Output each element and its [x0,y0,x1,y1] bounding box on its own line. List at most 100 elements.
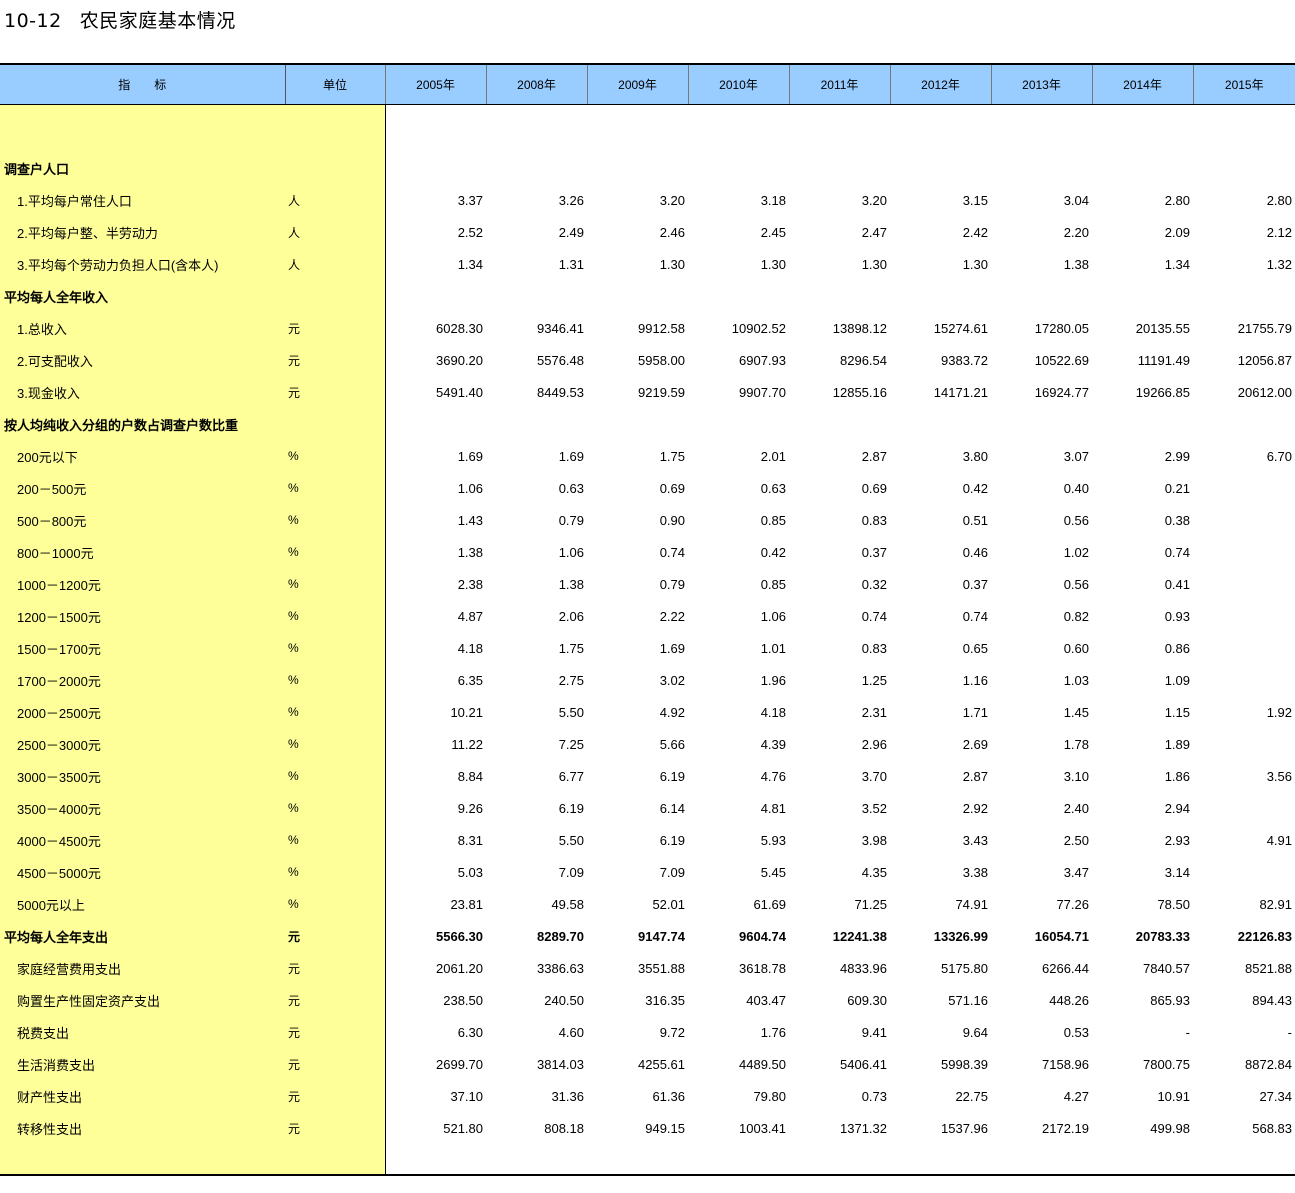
value-cell: 0.90 [659,512,685,528]
value-cell: 3.14 [1164,864,1190,880]
value-cell: 79.80 [753,1088,786,1104]
value-cell: 0.93 [1164,608,1190,624]
value-cell [688,408,789,440]
row-label: 1000－1200元 [0,568,285,600]
value-cell: 2.92 [962,800,988,816]
value-cell: 15274.61 [933,320,988,336]
row-label: 3.现金收入 [0,376,285,408]
table-row: 2.可支配收入元 3690.20 5576.48 5958.00 6907.93 8296… [0,344,1295,376]
row-label: 按人均纯收入分组的户数占调查户数比重 [0,408,285,440]
value-cell [587,152,688,184]
row-unit: % [285,568,386,600]
value-cell: 3.26 [558,192,584,208]
value-cell: 2.69 [962,736,988,752]
value-cell [890,280,991,312]
value-cell: 4.76 [760,768,786,784]
value-cell: 1.71 [962,704,988,720]
value-cell: 1.78 [1063,736,1089,752]
value-cell: 22.75 [955,1088,988,1104]
value-cell: 7.09 [659,864,685,880]
value-cell [1193,728,1295,760]
row-label: 调查户人口 [0,152,285,184]
value-cell: 1.76 [760,1024,786,1040]
value-cell: 1.69 [558,448,584,464]
value-cell: 5406.41 [840,1056,887,1072]
value-cell [1092,152,1193,184]
row-label: 800－1000元 [0,536,285,568]
value-cell: 6.77 [558,768,584,784]
value-cell: 0.56 [1063,576,1089,592]
value-cell: 0.83 [861,512,887,528]
table-row: 1.总收入元 6028.30 9346.41 9912.58 10902.52 13898… [0,312,1295,344]
value-cell: 2.42 [962,224,988,240]
value-cell: 7800.75 [1143,1056,1190,1072]
table-row: 4000－4500元% 8.31 5.50 6.19 5.93 3.98 3.43 2.50 2… [0,824,1295,856]
value-cell: 82.91 [1259,896,1292,912]
row-label: 2.平均每户整、半劳动力 [0,216,285,248]
value-cell: 6.30 [457,1024,483,1040]
row-label: 3.平均每个劳动力负担人口(含本人) [0,248,285,280]
value-cell [688,280,789,312]
value-cell [1193,856,1295,888]
value-cell [1193,408,1295,440]
value-cell: 3.43 [962,832,988,848]
table-row: 财产性支出元 37.10 31.36 61.36 79.80 0.73 22.75 4.27 1… [0,1080,1295,1112]
row-label: 转移性支出 [0,1112,285,1144]
table-row: 家庭经营费用支出元 2061.20 3386.63 3551.88 3618.78 483… [0,952,1295,984]
value-cell: 0.73 [861,1088,887,1104]
value-cell: 0.86 [1164,640,1190,656]
value-cell: 1.43 [457,512,483,528]
row-label: 3500－4000元 [0,792,285,824]
value-cell [1193,152,1295,184]
value-cell: 0.63 [760,480,786,496]
row-label: 购置生产性固定资产支出 [0,984,285,1016]
value-cell [991,280,1092,312]
value-cell: 0.46 [962,544,988,560]
value-cell: 2.46 [659,224,685,240]
value-cell: 2.45 [760,224,786,240]
value-cell: 0.79 [659,576,685,592]
value-cell: 6.19 [659,832,685,848]
value-cell: 2.06 [558,608,584,624]
value-cell: 0.82 [1063,608,1089,624]
value-cell: 3.07 [1063,448,1089,464]
value-cell [486,408,587,440]
value-cell: 61.69 [753,896,786,912]
value-cell: 4.27 [1063,1088,1089,1104]
value-cell: 1.69 [659,640,685,656]
value-cell: 71.25 [854,896,887,912]
value-cell: 1537.96 [941,1120,988,1136]
value-cell: 3.02 [659,672,685,688]
value-cell [1092,408,1193,440]
value-cell: 2.80 [1164,192,1190,208]
value-cell: 521.80 [443,1120,483,1136]
row-unit: 人 [285,248,386,280]
value-cell: 5.45 [760,864,786,880]
value-cell: 4.39 [760,736,786,752]
value-cell: 1.92 [1266,704,1292,720]
value-cell: 1.75 [659,448,685,464]
value-cell: 568.83 [1252,1120,1292,1136]
value-cell: 5958.00 [638,352,685,368]
value-cell: 9147.74 [638,928,685,944]
value-cell: 949.15 [645,1120,685,1136]
value-cell: 22126.83 [1237,928,1292,944]
value-cell: 9346.41 [537,320,584,336]
row-unit: 元 [285,920,386,952]
value-cell: 20612.00 [1237,384,1292,400]
value-cell: 1.69 [457,448,483,464]
header-year: 2005年 [384,63,486,105]
value-cell [385,408,486,440]
value-cell: 0.69 [659,480,685,496]
value-cell: 9.41 [861,1024,887,1040]
value-cell [688,152,789,184]
value-cell: 2.80 [1266,192,1292,208]
value-cell: 4.91 [1266,832,1292,848]
value-cell: 5998.39 [941,1056,988,1072]
value-cell [789,408,890,440]
row-label: 平均每人全年支出 [0,920,285,952]
header-year: 2008年 [485,63,587,105]
value-cell: 238.50 [443,992,483,1008]
value-cell [1193,664,1295,696]
value-cell: 0.42 [962,480,988,496]
